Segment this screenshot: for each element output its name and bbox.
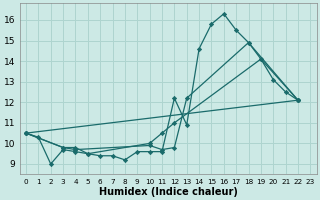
X-axis label: Humidex (Indice chaleur): Humidex (Indice chaleur) [99,187,238,197]
